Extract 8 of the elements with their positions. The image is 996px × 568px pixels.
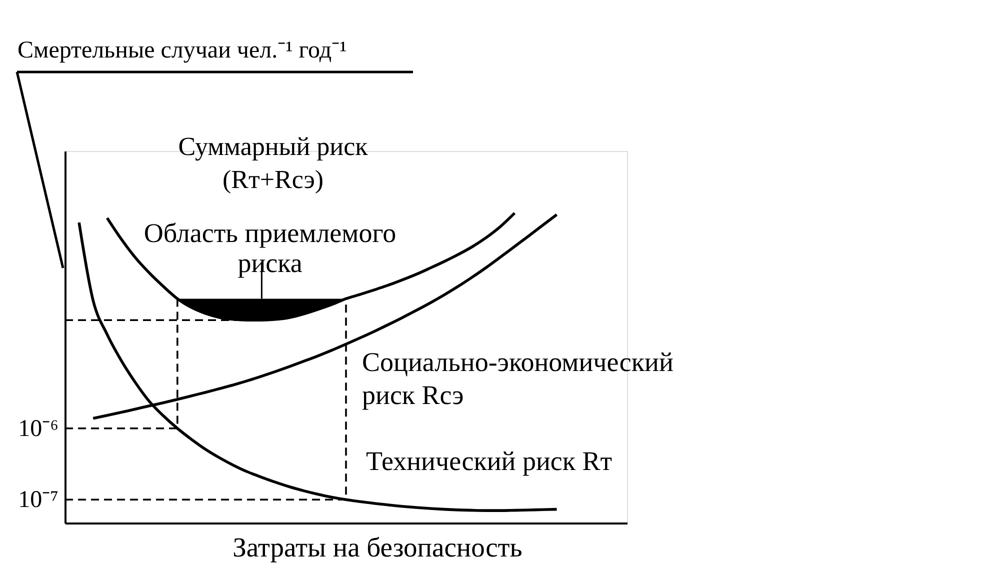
series-label: Социально-экономический риск Rсэ [362, 347, 674, 410]
text: Суммарный риск (Rт+Rсэ) [178, 132, 368, 194]
series-label: Технический риск Rт [366, 446, 612, 476]
annotation: Область приемлемого риска [144, 218, 396, 278]
x-axis-title: Затраты на безопасность [232, 532, 522, 562]
y-tick-label: 10⁻⁷ [18, 487, 58, 514]
y-axis-title: Смертельные случаи чел.⁻¹ год⁻¹ [18, 38, 347, 64]
y-tick-label: 10⁻⁶ [18, 416, 58, 442]
